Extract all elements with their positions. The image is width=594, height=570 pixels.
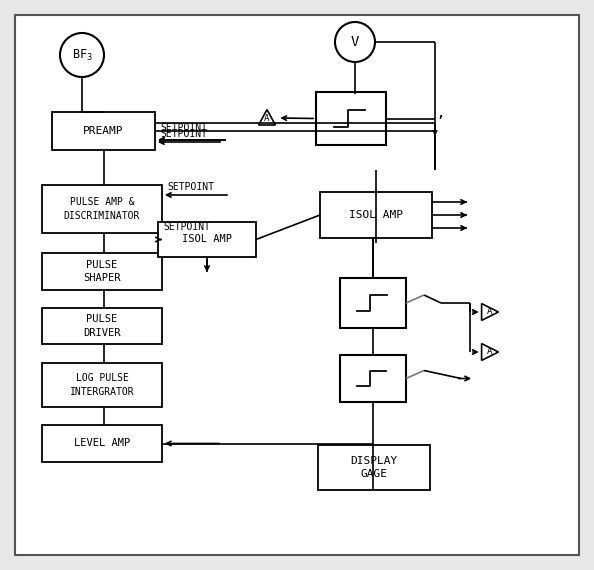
Text: PULSE AMP &
DISCRIMINATOR: PULSE AMP & DISCRIMINATOR: [64, 197, 140, 221]
Text: LOG PULSE
INTERGRATOR: LOG PULSE INTERGRATOR: [69, 373, 134, 397]
Polygon shape: [258, 109, 276, 125]
Bar: [340, 278, 406, 328]
Bar: [42, 253, 162, 290]
Text: A: A: [486, 307, 492, 316]
Text: ISOL AMP: ISOL AMP: [349, 210, 403, 220]
Circle shape: [335, 22, 375, 62]
Text: SETPOINT: SETPOINT: [167, 182, 214, 192]
Bar: [158, 222, 256, 257]
Polygon shape: [482, 344, 498, 360]
Bar: [316, 92, 386, 145]
Text: A: A: [486, 348, 492, 356]
Bar: [320, 192, 432, 238]
Bar: [42, 185, 162, 233]
Text: ’: ’: [437, 114, 443, 132]
Bar: [42, 308, 162, 344]
Text: ISOL AMP: ISOL AMP: [182, 234, 232, 245]
Text: PULSE
SHAPER: PULSE SHAPER: [83, 260, 121, 283]
Text: SETPOINT: SETPOINT: [160, 123, 207, 133]
Text: PULSE
DRIVER: PULSE DRIVER: [83, 315, 121, 337]
Polygon shape: [482, 304, 498, 320]
Text: SETPOINT: SETPOINT: [163, 222, 210, 233]
Text: PREAMP: PREAMP: [83, 126, 124, 136]
Bar: [340, 355, 406, 402]
Text: DISPLAY
GAGE: DISPLAY GAGE: [350, 456, 397, 479]
Text: BF$_3$: BF$_3$: [72, 47, 93, 63]
Text: LEVEL AMP: LEVEL AMP: [74, 438, 130, 449]
Bar: [42, 425, 162, 462]
Text: V: V: [351, 35, 359, 49]
Bar: [42, 363, 162, 407]
Text: SETPOINT: SETPOINT: [160, 129, 207, 139]
Text: A: A: [264, 114, 270, 123]
Bar: [52, 112, 155, 150]
Circle shape: [60, 33, 104, 77]
Bar: [318, 445, 430, 490]
